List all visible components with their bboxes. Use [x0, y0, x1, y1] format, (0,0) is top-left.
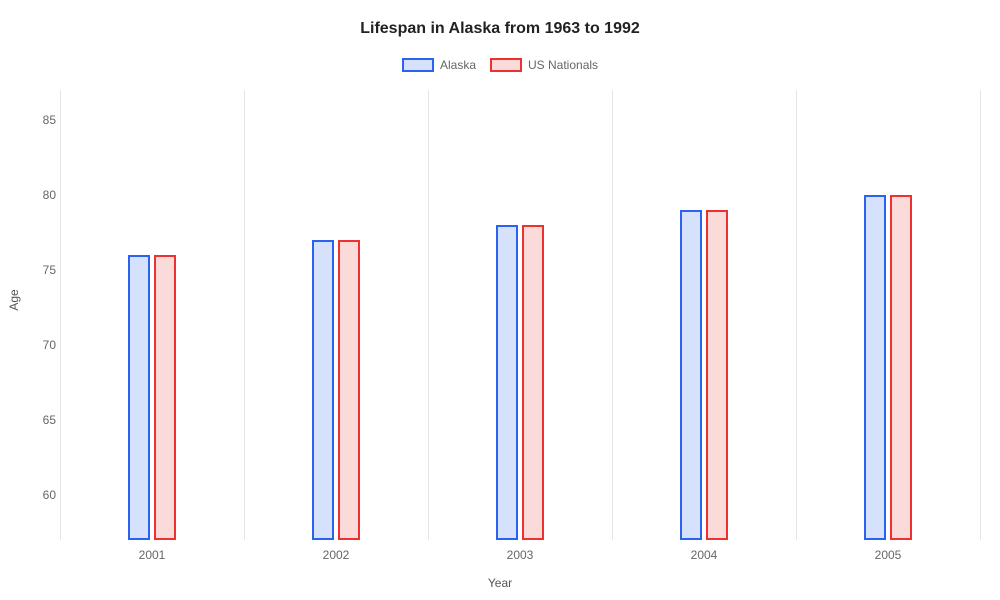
- plot-area: 60657075808520012002200320042005: [60, 90, 980, 540]
- bar: [706, 210, 728, 540]
- y-tick-label: 85: [28, 113, 56, 127]
- gridline-vertical: [980, 90, 981, 540]
- legend-item: US Nationals: [490, 58, 598, 72]
- legend-swatch: [490, 58, 522, 72]
- legend-swatch: [402, 58, 434, 72]
- x-tick-label: 2004: [691, 548, 718, 562]
- x-tick-label: 2005: [875, 548, 902, 562]
- chart-container: Lifespan in Alaska from 1963 to 1992 Ala…: [0, 0, 1000, 600]
- bar: [680, 210, 702, 540]
- bar: [338, 240, 360, 540]
- gridline-vertical: [244, 90, 245, 540]
- y-tick-label: 70: [28, 338, 56, 352]
- bar: [864, 195, 886, 540]
- bar: [154, 255, 176, 540]
- gridline-vertical: [60, 90, 61, 540]
- chart-title: Lifespan in Alaska from 1963 to 1992: [0, 20, 1000, 38]
- bar: [890, 195, 912, 540]
- x-tick-label: 2003: [507, 548, 534, 562]
- y-axis-label: Age: [7, 289, 21, 310]
- y-tick-label: 65: [28, 413, 56, 427]
- gridline-vertical: [428, 90, 429, 540]
- bar: [496, 225, 518, 540]
- bar: [522, 225, 544, 540]
- legend-label: US Nationals: [528, 58, 598, 72]
- x-tick-label: 2002: [323, 548, 350, 562]
- legend-label: Alaska: [440, 58, 476, 72]
- y-tick-label: 80: [28, 188, 56, 202]
- bar: [128, 255, 150, 540]
- y-tick-label: 75: [28, 263, 56, 277]
- y-tick-label: 60: [28, 488, 56, 502]
- x-axis-label: Year: [0, 576, 1000, 590]
- legend: Alaska US Nationals: [0, 58, 1000, 72]
- bar: [312, 240, 334, 540]
- legend-item: Alaska: [402, 58, 476, 72]
- x-tick-label: 2001: [139, 548, 166, 562]
- gridline-vertical: [796, 90, 797, 540]
- gridline-vertical: [612, 90, 613, 540]
